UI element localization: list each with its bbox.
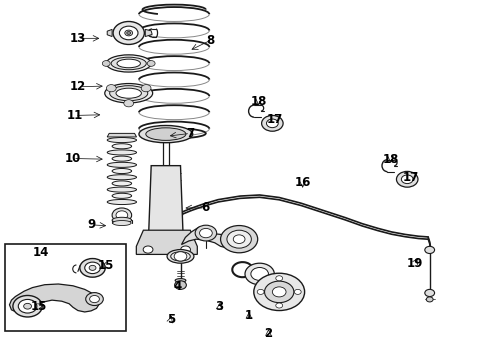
Text: 9: 9 <box>87 218 95 231</box>
Circle shape <box>272 287 286 297</box>
Circle shape <box>426 297 433 302</box>
Polygon shape <box>107 30 112 37</box>
Circle shape <box>143 246 153 253</box>
Text: 11: 11 <box>67 109 83 122</box>
Circle shape <box>124 100 134 107</box>
Circle shape <box>262 116 283 131</box>
Circle shape <box>174 252 187 261</box>
Circle shape <box>227 230 251 248</box>
Circle shape <box>396 171 418 187</box>
Circle shape <box>102 60 110 66</box>
Circle shape <box>233 235 245 243</box>
Text: 5: 5 <box>167 312 175 326</box>
Circle shape <box>112 208 132 222</box>
Circle shape <box>106 85 116 92</box>
Circle shape <box>257 289 264 294</box>
Polygon shape <box>136 230 197 255</box>
Ellipse shape <box>105 84 153 103</box>
Ellipse shape <box>107 150 137 155</box>
Text: 10: 10 <box>65 152 81 165</box>
Ellipse shape <box>106 55 151 72</box>
Ellipse shape <box>107 162 137 167</box>
Text: 2: 2 <box>265 327 272 340</box>
Text: 19: 19 <box>407 257 423 270</box>
Circle shape <box>80 258 105 277</box>
Circle shape <box>125 30 133 36</box>
Ellipse shape <box>107 199 137 204</box>
Text: 15: 15 <box>30 300 47 313</box>
Ellipse shape <box>175 279 186 282</box>
Text: 13: 13 <box>70 32 86 45</box>
Ellipse shape <box>111 57 147 70</box>
Ellipse shape <box>113 221 131 226</box>
Text: 15: 15 <box>98 259 114 272</box>
Circle shape <box>116 211 128 220</box>
Polygon shape <box>9 284 99 313</box>
Circle shape <box>195 225 217 241</box>
Circle shape <box>174 281 186 289</box>
Polygon shape <box>146 30 152 37</box>
Ellipse shape <box>107 175 137 180</box>
Text: 16: 16 <box>294 176 311 189</box>
Ellipse shape <box>112 181 132 186</box>
Ellipse shape <box>117 59 141 68</box>
Ellipse shape <box>116 88 142 98</box>
Circle shape <box>267 119 278 128</box>
Circle shape <box>13 296 42 317</box>
Text: 3: 3 <box>216 300 223 313</box>
Circle shape <box>220 226 258 253</box>
Circle shape <box>85 262 100 274</box>
Ellipse shape <box>107 138 137 143</box>
Polygon shape <box>148 166 183 244</box>
Circle shape <box>141 85 151 92</box>
Ellipse shape <box>146 128 186 140</box>
Circle shape <box>181 246 191 253</box>
Text: 6: 6 <box>201 202 209 215</box>
Ellipse shape <box>112 217 132 223</box>
Circle shape <box>254 273 305 311</box>
Ellipse shape <box>107 187 137 192</box>
Text: 18: 18 <box>382 153 399 166</box>
Text: 14: 14 <box>32 246 49 259</box>
Circle shape <box>90 296 99 303</box>
Circle shape <box>245 263 274 285</box>
Circle shape <box>113 22 145 44</box>
Text: 17: 17 <box>266 113 282 126</box>
Ellipse shape <box>110 86 148 101</box>
Ellipse shape <box>139 126 193 143</box>
Ellipse shape <box>112 156 132 161</box>
Text: 8: 8 <box>207 33 215 47</box>
Circle shape <box>199 228 212 238</box>
Text: 1: 1 <box>245 309 253 322</box>
Circle shape <box>276 276 283 281</box>
Ellipse shape <box>167 249 194 263</box>
Ellipse shape <box>112 193 132 198</box>
Ellipse shape <box>112 144 132 149</box>
Circle shape <box>89 265 96 270</box>
Ellipse shape <box>171 252 190 261</box>
FancyBboxPatch shape <box>4 244 126 331</box>
Circle shape <box>24 303 31 309</box>
Text: 7: 7 <box>186 127 195 140</box>
Circle shape <box>120 26 138 40</box>
Circle shape <box>401 175 413 184</box>
Text: 18: 18 <box>250 95 267 108</box>
Circle shape <box>86 293 103 306</box>
Circle shape <box>276 303 283 308</box>
Ellipse shape <box>112 168 132 174</box>
Circle shape <box>425 246 435 253</box>
Circle shape <box>147 60 155 66</box>
Polygon shape <box>181 226 254 248</box>
Circle shape <box>127 32 131 35</box>
Circle shape <box>294 289 301 294</box>
Polygon shape <box>107 134 137 137</box>
Text: 4: 4 <box>173 280 182 293</box>
Text: 12: 12 <box>70 80 86 93</box>
Text: 17: 17 <box>403 171 419 184</box>
Circle shape <box>425 289 435 297</box>
Circle shape <box>265 281 294 303</box>
Circle shape <box>251 267 269 280</box>
Circle shape <box>18 300 37 313</box>
